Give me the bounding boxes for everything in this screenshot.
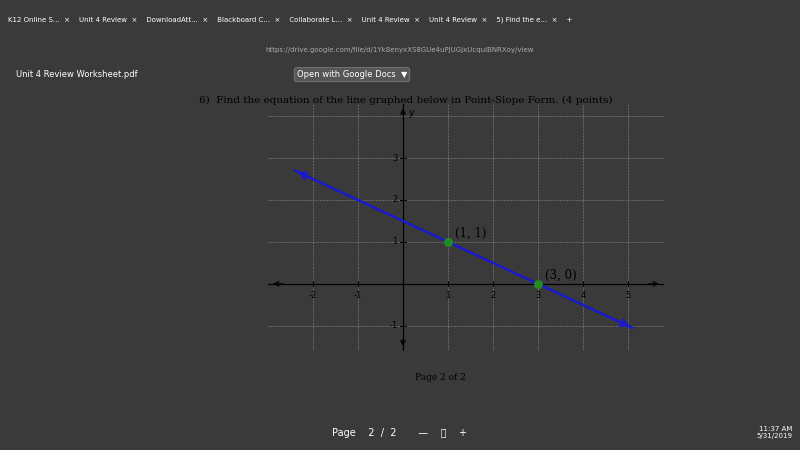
- Text: 1: 1: [392, 238, 398, 247]
- Text: (3, 0): (3, 0): [545, 269, 577, 282]
- Text: Open with Google Docs  ▼: Open with Google Docs ▼: [297, 70, 407, 79]
- Text: Page 2 of 2: Page 2 of 2: [414, 374, 466, 382]
- Text: 3: 3: [535, 291, 541, 300]
- Text: y: y: [408, 108, 414, 118]
- Text: Unit 4 Review Worksheet.pdf: Unit 4 Review Worksheet.pdf: [16, 70, 138, 79]
- Text: 3: 3: [392, 153, 398, 162]
- Text: -1: -1: [354, 291, 362, 300]
- Text: 2: 2: [392, 195, 398, 204]
- Text: K12 Online S...  ×    Unit 4 Review  ×    DownloadAtt...  ×    Blackboard C...  : K12 Online S... × Unit 4 Review × Downlo…: [8, 17, 572, 23]
- Text: https://drive.google.com/file/d/1Yk8enyxXS8GUe4uPJUGjxUcquIBNRXoy/view: https://drive.google.com/file/d/1Yk8enyx…: [266, 47, 534, 53]
- Text: (1, 1): (1, 1): [454, 227, 486, 240]
- Text: -2: -2: [309, 291, 317, 300]
- Point: [442, 238, 454, 246]
- Text: Page    2  /  2       —    🔍    +: Page 2 / 2 — 🔍 +: [333, 428, 467, 438]
- Text: 2: 2: [490, 291, 496, 300]
- Text: 11:37 AM
5/31/2019: 11:37 AM 5/31/2019: [756, 427, 792, 439]
- Text: 5: 5: [626, 291, 630, 300]
- Point: [531, 280, 544, 288]
- Text: -1: -1: [390, 321, 398, 330]
- Text: 6)  Find the equation of the line graphed below in Point-Slope Form. (4 points): 6) Find the equation of the line graphed…: [199, 96, 612, 105]
- Text: 4: 4: [580, 291, 586, 300]
- Text: 1: 1: [446, 291, 450, 300]
